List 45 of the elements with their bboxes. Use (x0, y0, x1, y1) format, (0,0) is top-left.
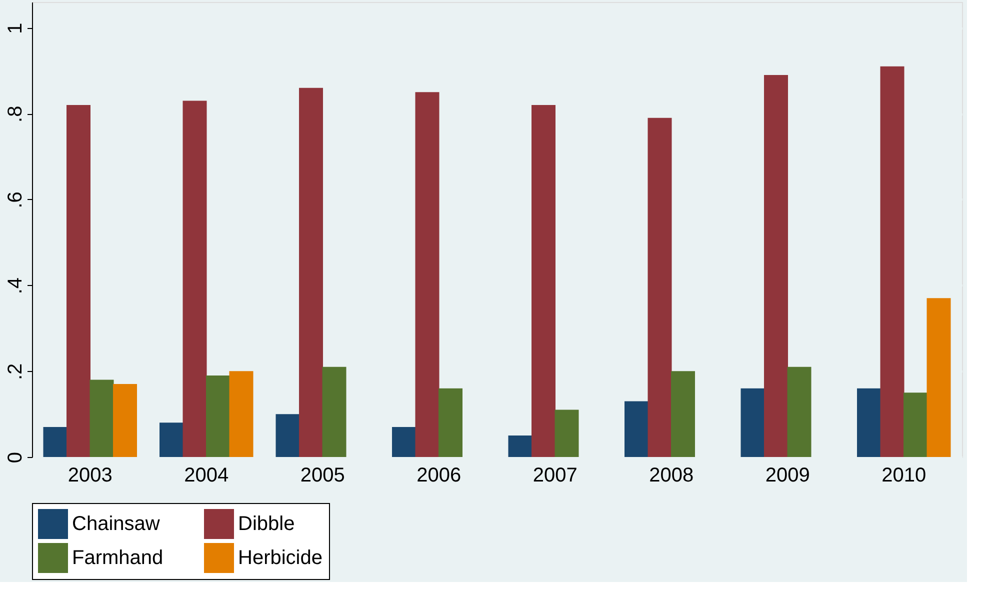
bar (508, 436, 532, 457)
legend-label: Dibble (238, 513, 295, 535)
x-tick-label: 2009 (765, 464, 810, 486)
bar (322, 366, 346, 457)
bar (229, 371, 254, 457)
y-tick-label: 0 (4, 452, 26, 464)
x-tick-label: 2010 (882, 464, 926, 486)
x-tick-label: 2004 (184, 464, 229, 486)
bar (926, 298, 951, 457)
bar (182, 100, 207, 457)
y-tick-label: .8 (4, 106, 26, 122)
bar (671, 371, 695, 457)
bar (624, 401, 648, 457)
y-tick-label: .6 (4, 192, 26, 208)
bar (438, 388, 462, 457)
y-tick-label: .2 (4, 363, 26, 380)
bar (392, 426, 416, 457)
bar (276, 414, 300, 457)
x-tick-label: 2008 (649, 464, 694, 486)
bar (206, 375, 230, 457)
bar (43, 426, 68, 457)
bar (904, 392, 928, 457)
bar (66, 105, 90, 457)
bar (554, 410, 579, 457)
y-tick-label: 1 (4, 22, 26, 34)
bar (880, 66, 904, 457)
x-tick-label: 2007 (532, 464, 578, 486)
bar (740, 388, 765, 457)
bar (160, 422, 184, 457)
bar (648, 118, 672, 457)
legend-label: Farmhand (72, 547, 164, 569)
bar (415, 92, 440, 457)
y-tick-label: .4 (4, 277, 26, 294)
x-tick-label: 2005 (300, 464, 345, 486)
bar (764, 74, 788, 457)
x-tick-label: 2006 (416, 464, 462, 486)
legend-label: Chainsaw (72, 513, 160, 535)
bar (90, 380, 114, 457)
legend-label: Herbicide (238, 547, 322, 569)
bar (532, 105, 556, 457)
bar (787, 366, 812, 457)
bar (299, 88, 323, 457)
bar (113, 384, 137, 457)
x-tick-label: 2003 (68, 464, 112, 486)
bar (857, 388, 881, 457)
